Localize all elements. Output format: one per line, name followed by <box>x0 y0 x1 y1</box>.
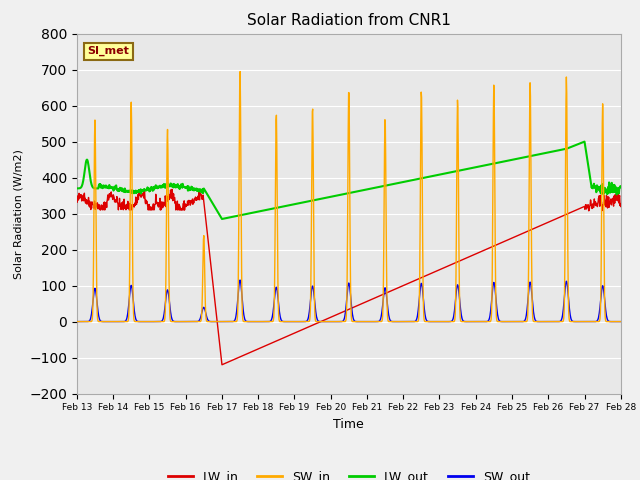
Text: SI_met: SI_met <box>88 46 129 57</box>
Title: Solar Radiation from CNR1: Solar Radiation from CNR1 <box>247 13 451 28</box>
Y-axis label: Solar Radiation (W/m2): Solar Radiation (W/m2) <box>13 149 24 278</box>
Legend: LW_in, SW_in, LW_out, SW_out: LW_in, SW_in, LW_out, SW_out <box>163 465 535 480</box>
X-axis label: Time: Time <box>333 418 364 431</box>
